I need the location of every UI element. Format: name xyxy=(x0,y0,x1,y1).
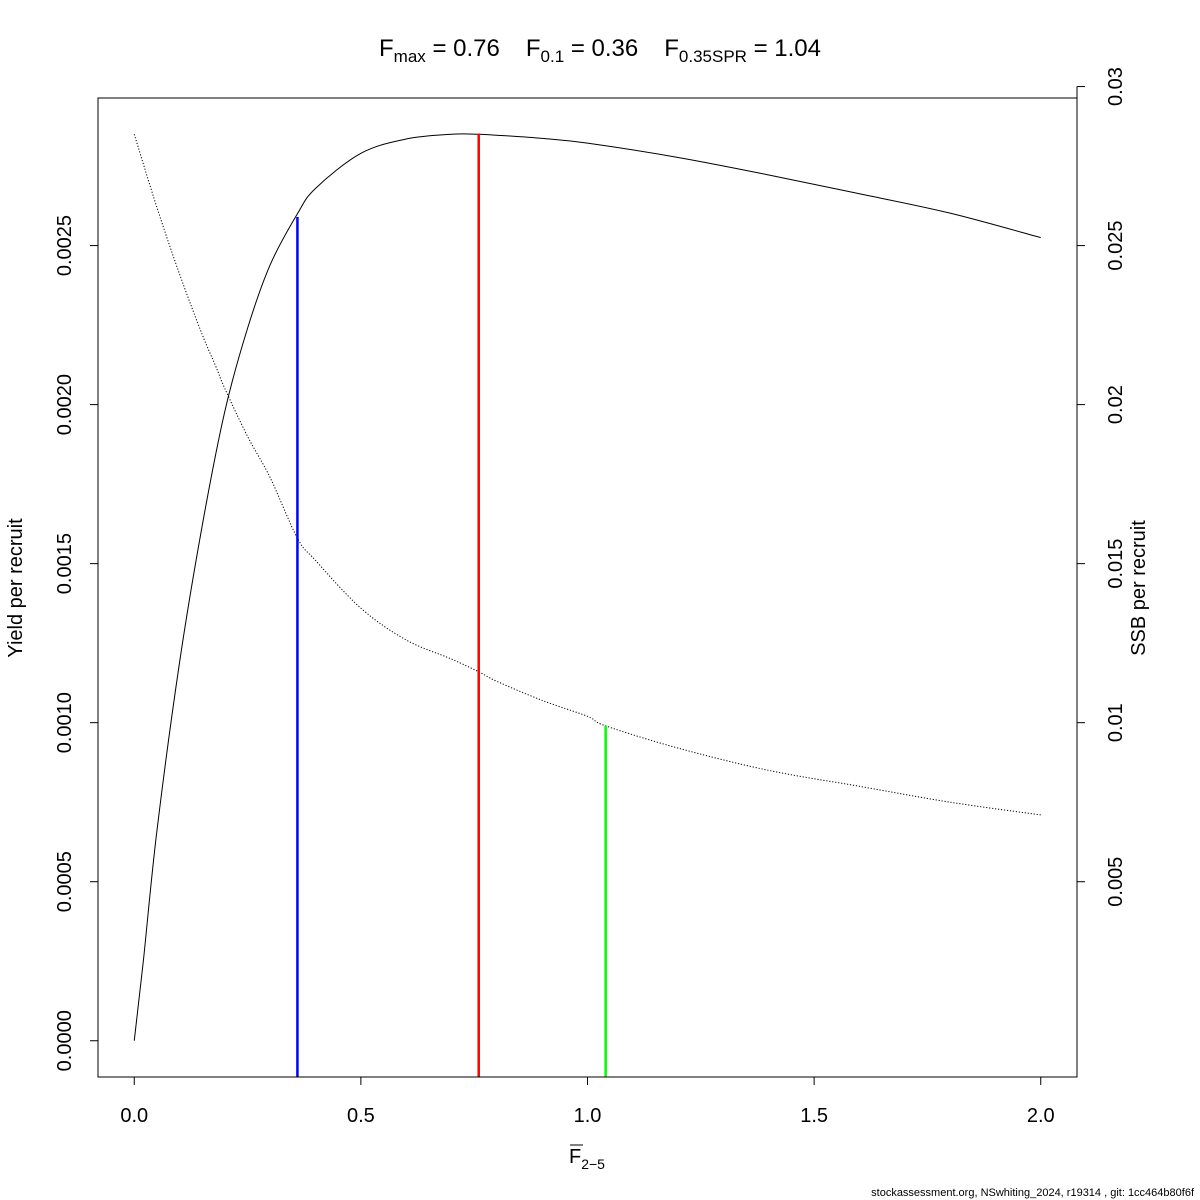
series-layer xyxy=(133,133,1041,1041)
title-part-main: F xyxy=(526,35,541,62)
ssb-per-recruit-line xyxy=(133,134,1041,816)
y-right-tick-label: 0.025 xyxy=(1105,221,1127,271)
title-part-main: F xyxy=(664,35,679,62)
y-left-tick-label: 0.0000 xyxy=(54,1010,76,1071)
x-tick-label: 2.0 xyxy=(1027,1105,1055,1127)
y-left-axis-title: Yield per recruit xyxy=(5,518,27,658)
title-text: Fmax = 0.76 F0.1 = 0.36 F0.35SPR = 1.04 xyxy=(379,35,821,66)
chart-title: Fmax = 0.76 F0.1 = 0.36 F0.35SPR = 1.04 xyxy=(379,35,821,66)
x-axis: 0.0 0.5 1.0 1.5 2.0 xyxy=(120,1076,1055,1127)
y-left-tick-label: 0.0015 xyxy=(54,533,76,594)
y-right-tick-label: 0.015 xyxy=(1105,539,1127,589)
y-left-tick-label: 0.0020 xyxy=(54,374,76,435)
title-part-sub: 0.35SPR xyxy=(679,47,747,66)
title-part-value: = 0.36 xyxy=(564,35,638,62)
x-tick-label: 1.0 xyxy=(574,1105,602,1127)
x-tick-label: 1.5 xyxy=(800,1105,828,1127)
title-part-sub: max xyxy=(394,47,427,66)
yield-per-recruit-line xyxy=(133,133,1041,1041)
x-axis-title-main: F xyxy=(569,1146,581,1168)
y-right-tick-label: 0.01 xyxy=(1105,703,1127,742)
x-tick-label: 0.0 xyxy=(120,1105,148,1127)
y-right-axis-title: SSB per recruit xyxy=(1128,520,1150,656)
title-part-value: = 1.04 xyxy=(747,35,821,62)
y-right-tick-label: 0.005 xyxy=(1105,857,1127,907)
title-part-sub: 0.1 xyxy=(541,47,565,66)
plot-frame xyxy=(97,97,1078,1078)
y-left-tick-label: 0.0010 xyxy=(54,692,76,753)
x-tick-label: 0.5 xyxy=(347,1105,375,1127)
y-right-tick-label: 0.03 xyxy=(1105,67,1127,106)
y-left-axis: 0.0000 0.0005 0.0010 0.0015 0.0020 0.0025 xyxy=(54,215,99,1071)
title-part-value: = 0.76 xyxy=(426,35,500,62)
footer-text: stockassessment.org, NSwhiting_2024, r19… xyxy=(871,1187,1195,1199)
reference-lines xyxy=(296,133,607,1077)
x-axis-title-sub: 2−5 xyxy=(581,1156,605,1172)
y-left-tick-label: 0.0025 xyxy=(54,215,76,276)
x-axis-title: F2−5 xyxy=(569,1146,605,1172)
y-left-tick-label: 0.0005 xyxy=(54,851,76,912)
title-part-main: F xyxy=(379,35,394,62)
y-right-tick-label: 0.02 xyxy=(1105,385,1127,424)
y-right-axis: 0.005 0.01 0.015 0.02 0.025 0.03 xyxy=(1076,67,1127,907)
